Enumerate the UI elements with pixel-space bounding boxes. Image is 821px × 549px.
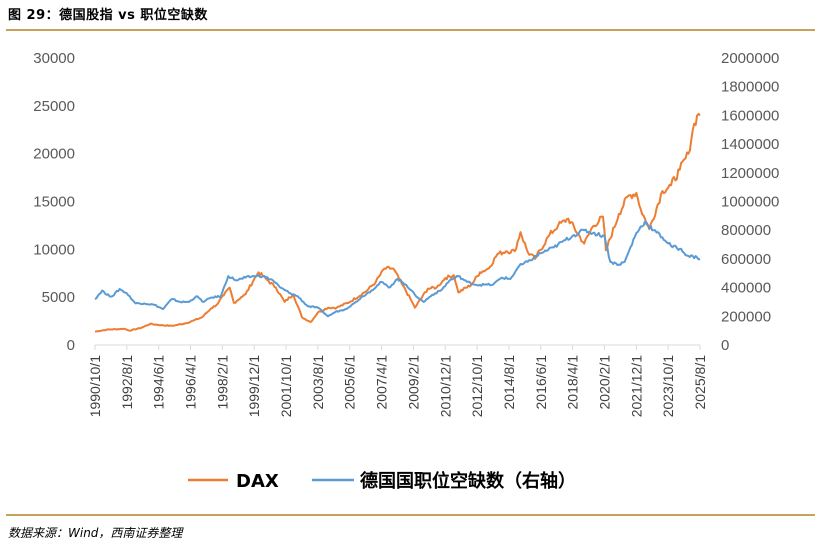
legend: DAX 德国国职位空缺数（右轴） xyxy=(188,470,576,492)
x-tick-label: 1996/4/1 xyxy=(183,355,199,410)
y-right-tick-label: 400000 xyxy=(721,280,771,297)
y-right-tick-label: 800000 xyxy=(721,222,771,239)
x-tick-label: 2009/2/1 xyxy=(405,355,421,410)
y-right-tick-label: 200000 xyxy=(721,308,771,325)
vacancies-series-line xyxy=(94,220,701,318)
y-right-tick-label: 1800000 xyxy=(721,79,779,96)
y-left-tick-label: 10000 xyxy=(33,241,75,258)
x-tick-label: 2023/10/1 xyxy=(660,355,676,417)
y-right-tick-label: 2000000 xyxy=(721,50,779,67)
x-tick-label: 2005/6/1 xyxy=(342,355,358,410)
x-tick-label: 2021/12/1 xyxy=(628,355,644,417)
x-tick-label: 1994/6/1 xyxy=(151,355,167,410)
x-tick-label: 1998/2/1 xyxy=(214,355,230,410)
bottom-rule xyxy=(6,514,815,516)
x-tick-label: 2018/4/1 xyxy=(565,355,581,410)
x-tick-label: 2012/10/1 xyxy=(469,355,485,417)
y-right-tick-label: 1400000 xyxy=(721,136,779,153)
y-left-tick-label: 25000 xyxy=(33,98,75,115)
y-left-axis-ticks: 0 5000 10000 15000 20000 25000 30000 xyxy=(33,50,75,354)
y-right-tick-label: 1200000 xyxy=(721,165,779,182)
y-right-tick-label: 600000 xyxy=(721,251,771,268)
x-tick-label: 2001/10/1 xyxy=(278,355,294,417)
x-tick-label: 2010/12/1 xyxy=(437,355,453,417)
y-right-tick-label: 1600000 xyxy=(721,107,779,124)
figure-title: 图 29：德国股指 vs 职位空缺数 xyxy=(8,8,208,23)
top-rule xyxy=(6,29,815,31)
x-axis-ticks: 1990/10/1 1992/8/1 1994/6/1 1996/4/1 1998/2/… xyxy=(87,345,708,417)
x-tick-label: 2020/2/1 xyxy=(596,355,612,410)
y-left-tick-label: 5000 xyxy=(42,289,75,306)
x-tick-label: 1999/12/1 xyxy=(246,355,262,417)
y-left-tick-label: 0 xyxy=(67,337,75,354)
source-note: 数据来源：Wind，西南证券整理 xyxy=(8,526,183,540)
legend-label-vacancies: 德国国职位空缺数（右轴） xyxy=(360,470,576,492)
x-tick-label: 2016/6/1 xyxy=(533,355,549,410)
x-tick-label: 2007/4/1 xyxy=(374,355,390,410)
legend-label-dax: DAX xyxy=(236,471,279,492)
x-tick-label: 2014/8/1 xyxy=(501,355,517,410)
x-tick-label: 2025/8/1 xyxy=(692,355,708,410)
dax-series-line xyxy=(94,112,701,333)
series-group xyxy=(94,112,701,333)
y-right-tick-label: 1000000 xyxy=(721,194,779,211)
y-left-tick-label: 30000 xyxy=(33,50,75,67)
x-tick-label: 1992/8/1 xyxy=(119,355,135,410)
y-right-axis-ticks: 0 200000 400000 600000 800000 1000000 1200000 1… xyxy=(721,50,779,354)
x-tick-label: 1990/10/1 xyxy=(87,355,103,417)
y-right-tick-label: 0 xyxy=(721,337,729,354)
y-left-tick-label: 15000 xyxy=(33,194,75,211)
y-left-tick-label: 20000 xyxy=(33,146,75,163)
x-tick-label: 2003/8/1 xyxy=(310,355,326,410)
